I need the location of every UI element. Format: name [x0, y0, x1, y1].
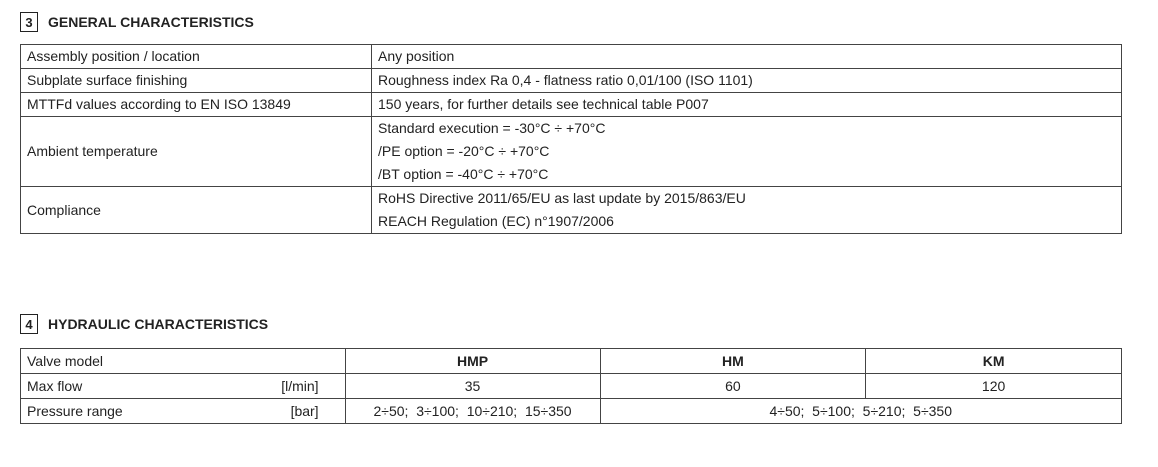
value-line: 150 years, for further details see techn…	[378, 96, 709, 112]
table-row: Compliance RoHS Directive 2011/65/EU as l…	[20, 186, 1122, 234]
row-value: Standard execution = -30°C ÷ +70°C/PE op…	[371, 116, 1122, 187]
cell: 120	[865, 373, 1122, 399]
row-label: Compliance	[20, 186, 372, 234]
value-line: Any position	[378, 48, 455, 64]
section-title: HYDRAULIC CHARACTERISTICS	[48, 316, 269, 332]
model-hm: HM	[599, 348, 867, 374]
value-line: /BT option = -40°C ÷ +70°C	[378, 166, 549, 182]
value-line: RoHS Directive 2011/65/EU as last update…	[378, 190, 746, 206]
row-label: Subplate surface finishing	[20, 68, 372, 93]
general-characteristics-table: Assembly position / location Any position…	[20, 44, 1122, 234]
table-row: Max flow [l/min] 35 60 120	[20, 373, 1122, 399]
header-label: Valve model	[20, 348, 346, 374]
table-row: Pressure range [bar] 2÷50; 3÷100; 10÷210;…	[20, 398, 1122, 424]
row-value: Roughness index Ra 0,4 - flatness ratio …	[371, 68, 1122, 93]
table-row: Assembly position / location Any position	[20, 44, 1122, 69]
table-row: MTTFd values according to EN ISO 13849 15…	[20, 92, 1122, 117]
cell: 35	[344, 373, 601, 399]
model-km: KM	[865, 348, 1122, 374]
value-line: REACH Regulation (EC) n°1907/2006	[378, 213, 614, 229]
unit: [bar]	[290, 403, 319, 419]
section-4-heading: 4 HYDRAULIC CHARACTERISTICS	[20, 314, 268, 334]
section-number: 4	[20, 314, 38, 334]
row-label: Ambient temperature	[20, 116, 372, 187]
cell: 4÷50; 5÷100; 5÷210; 5÷350	[599, 398, 1122, 424]
row-value: RoHS Directive 2011/65/EU as last update…	[371, 186, 1122, 234]
row-label: Pressure range	[27, 403, 123, 419]
section-title: GENERAL CHARACTERISTICS	[48, 14, 254, 30]
row-label: MTTFd values according to EN ISO 13849	[20, 92, 372, 117]
model-hmp: HMP	[344, 348, 601, 374]
cell: 2÷50; 3÷100; 10÷210; 15÷350	[344, 398, 601, 424]
section-number: 3	[20, 12, 38, 32]
row-label: Max flow	[27, 378, 83, 394]
cell: 60	[599, 373, 867, 399]
table-row: Subplate surface finishing Roughness inde…	[20, 68, 1122, 93]
value-line: /PE option = -20°C ÷ +70°C	[378, 143, 550, 159]
row-value: Any position	[371, 44, 1122, 69]
row-value: 150 years, for further details see techn…	[371, 92, 1122, 117]
table-row: Valve model HMP HM KM	[20, 348, 1122, 374]
table-row: Ambient temperature Standard execution = …	[20, 116, 1122, 187]
value-line: Roughness index Ra 0,4 - flatness ratio …	[378, 72, 753, 88]
section-3-heading: 3 GENERAL CHARACTERISTICS	[20, 12, 254, 32]
row-label: Assembly position / location	[20, 44, 372, 69]
unit: [l/min]	[281, 378, 319, 394]
hydraulic-characteristics-table: Valve model HMP HM KM Max flow [l/min] 35…	[20, 348, 1122, 424]
value-line: Standard execution = -30°C ÷ +70°C	[378, 120, 606, 136]
